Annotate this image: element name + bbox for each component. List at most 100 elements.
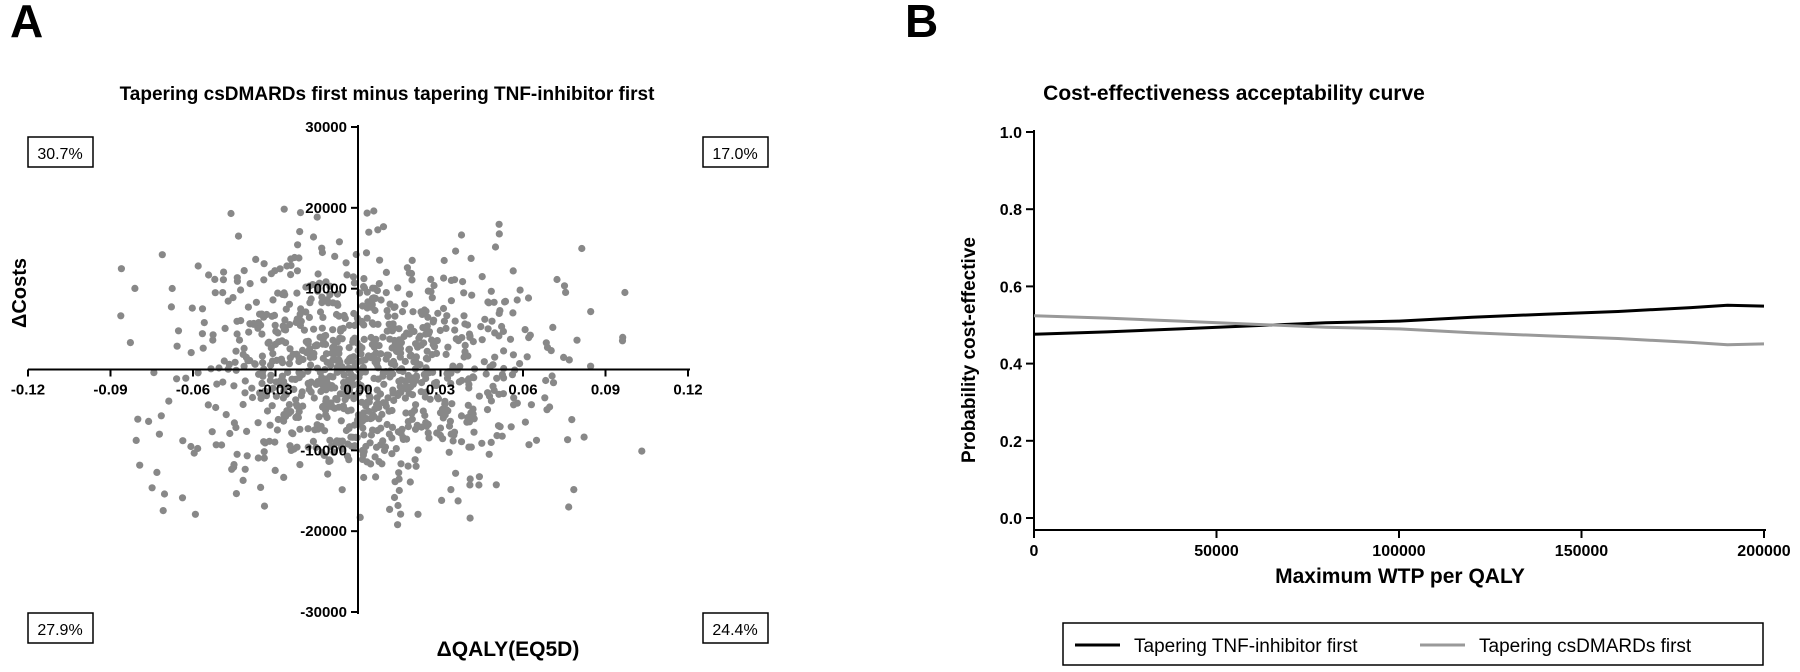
scatter-point xyxy=(300,326,308,334)
scatter-point xyxy=(385,407,393,415)
scatter-point xyxy=(382,268,390,276)
scatter-point xyxy=(379,372,387,380)
scatter-point xyxy=(309,437,317,445)
scatter-point xyxy=(314,287,322,295)
scatter-point xyxy=(466,475,474,483)
scatter-point xyxy=(280,289,288,297)
scatter-point xyxy=(117,312,125,320)
scatter-point xyxy=(451,317,459,325)
scatter-point xyxy=(350,279,358,287)
scatter-point xyxy=(282,412,290,421)
scatter-x-tick-label: 0.06 xyxy=(508,382,537,399)
scatter-panel: Tapering csDMARDs first minus tapering T… xyxy=(9,84,769,661)
scatter-point xyxy=(414,510,422,518)
scatter-point xyxy=(331,384,339,392)
scatter-point xyxy=(406,352,414,360)
scatter-point xyxy=(373,401,381,409)
scatter-point xyxy=(318,448,326,456)
scatter-point xyxy=(438,496,446,504)
scatter-point xyxy=(394,284,402,292)
scatter-point xyxy=(237,286,245,294)
scatter-point xyxy=(272,392,280,400)
scatter-point xyxy=(178,494,187,502)
scatter-point xyxy=(547,347,555,355)
scatter-point xyxy=(293,289,301,297)
scatter-point xyxy=(310,325,318,333)
scatter-point xyxy=(525,334,533,342)
scatter-point xyxy=(309,233,318,241)
scatter-title: Tapering csDMARDs first minus tapering T… xyxy=(120,84,656,105)
scatter-point xyxy=(258,379,266,387)
ceac-x-tick-label: 150000 xyxy=(1555,543,1608,560)
scatter-point xyxy=(270,311,279,319)
scatter-point xyxy=(318,293,326,301)
scatter-point xyxy=(395,336,403,344)
scatter-point xyxy=(467,443,475,451)
ceac-series-line-csdmards xyxy=(1033,314,1765,347)
scatter-point xyxy=(487,438,495,446)
scatter-point xyxy=(327,442,335,450)
scatter-point xyxy=(239,476,247,484)
scatter-point xyxy=(397,460,405,468)
scatter-point xyxy=(509,309,517,317)
scatter-point xyxy=(360,431,368,439)
legend-box xyxy=(1062,622,1764,666)
scatter-point xyxy=(498,322,506,331)
scatter-point xyxy=(573,336,581,344)
scatter-point xyxy=(508,371,516,379)
scatter-point xyxy=(449,437,457,445)
scatter-point xyxy=(405,290,413,298)
scatter-point xyxy=(233,277,241,285)
scatter-point xyxy=(158,251,166,259)
scatter-point xyxy=(296,228,304,236)
scatter-point xyxy=(293,267,301,275)
scatter-y-tick-label: -30000 xyxy=(300,604,347,621)
scatter-point xyxy=(348,442,356,450)
scatter-point xyxy=(277,355,285,363)
scatter-point xyxy=(326,291,334,299)
scatter-point xyxy=(150,369,158,377)
scatter-point xyxy=(395,486,403,495)
scatter-point xyxy=(418,379,426,387)
scatter-point xyxy=(240,344,248,352)
scatter-point xyxy=(447,430,455,438)
scatter-x-tick-label: 0.09 xyxy=(591,382,620,399)
scatter-point xyxy=(159,507,167,515)
scatter-point xyxy=(393,348,401,356)
ceac-y-ticks: 0.0 0.2 0.4 0.6 0.8 1.0 xyxy=(1000,125,1034,528)
scatter-point xyxy=(440,274,448,282)
scatter-point xyxy=(403,264,411,272)
scatter-point xyxy=(475,481,483,489)
scatter-point xyxy=(489,361,497,369)
scatter-point xyxy=(373,386,381,394)
scatter-point xyxy=(370,374,378,382)
scatter-point xyxy=(258,352,266,360)
scatter-point xyxy=(205,271,213,279)
scatter-point xyxy=(390,396,398,405)
scatter-point xyxy=(478,273,486,281)
scatter-point xyxy=(243,452,251,460)
scatter-point xyxy=(326,282,334,290)
scatter-point xyxy=(350,353,358,361)
scatter-point xyxy=(260,502,269,510)
scatter-point xyxy=(153,468,161,476)
scatter-point xyxy=(267,371,275,379)
scatter-point xyxy=(394,501,402,510)
scatter-point xyxy=(493,432,501,440)
scatter-point xyxy=(570,486,578,494)
scatter-point xyxy=(280,473,288,481)
scatter-point xyxy=(292,413,300,421)
scatter-point xyxy=(329,326,337,334)
scatter-point xyxy=(322,411,330,419)
scatter-point xyxy=(440,317,448,325)
scatter-point xyxy=(296,461,304,469)
scatter-point xyxy=(457,231,466,239)
scatter-point xyxy=(357,382,365,390)
scatter-point xyxy=(485,450,493,458)
scatter-x-tick-label: -0.06 xyxy=(176,382,210,399)
scatter-point xyxy=(346,423,354,431)
scatter-point xyxy=(335,238,343,246)
scatter-point xyxy=(469,405,477,413)
scatter-point xyxy=(390,493,399,502)
scatter-point xyxy=(618,337,627,345)
